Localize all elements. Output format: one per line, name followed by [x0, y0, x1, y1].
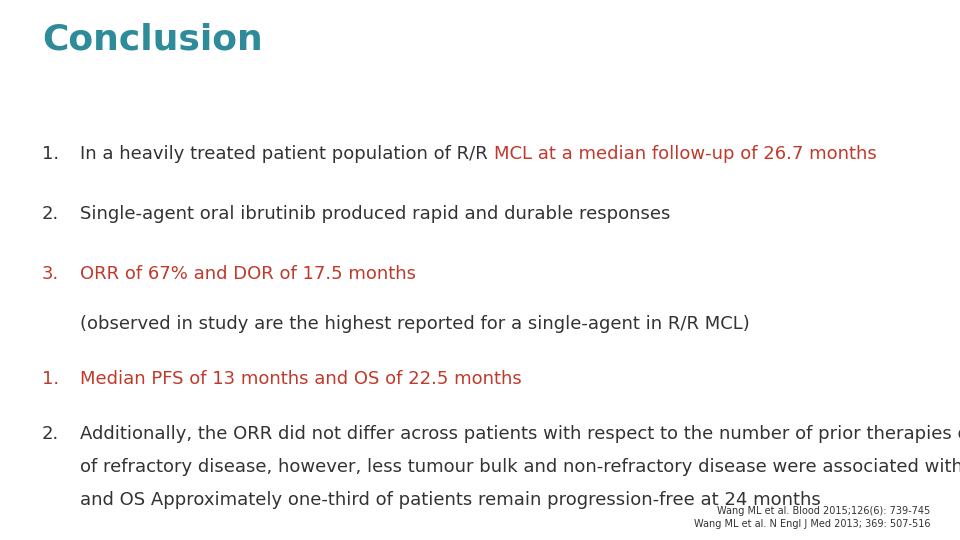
Text: Additionally, the ORR did not differ across patients with respect to the number : Additionally, the ORR did not differ acr…	[80, 425, 960, 443]
Text: In a heavily treated patient population of R/R: In a heavily treated patient population …	[80, 145, 493, 163]
Text: 1.: 1.	[42, 145, 60, 163]
Text: Wang ML et al. N Engl J Med 2013; 369: 507-516: Wang ML et al. N Engl J Med 2013; 369: 5…	[693, 519, 930, 529]
Text: 2.: 2.	[42, 205, 60, 223]
Text: Conclusion: Conclusion	[42, 22, 263, 56]
Text: MCL at a median follow-up of 26.7 months: MCL at a median follow-up of 26.7 months	[493, 145, 876, 163]
Text: (observed in study are the highest reported for a single-agent in R/R MCL): (observed in study are the highest repor…	[80, 315, 750, 333]
Text: Single-agent oral ibrutinib produced rapid and durable responses: Single-agent oral ibrutinib produced rap…	[80, 205, 670, 223]
Text: 3.: 3.	[42, 265, 60, 283]
Text: 1.: 1.	[42, 370, 60, 388]
Text: 2.: 2.	[42, 425, 60, 443]
Text: Median PFS of 13 months and OS of 22.5 months: Median PFS of 13 months and OS of 22.5 m…	[80, 370, 521, 388]
Text: Wang ML et al. Blood 2015;126(6): 739-745: Wang ML et al. Blood 2015;126(6): 739-74…	[717, 506, 930, 516]
Text: of refractory disease, however, less tumour bulk and non-refractory disease were: of refractory disease, however, less tum…	[80, 458, 960, 476]
Text: ORR of 67% and DOR of 17.5 months: ORR of 67% and DOR of 17.5 months	[80, 265, 416, 283]
Text: and OS Approximately one-third of patients remain progression-free at 24 months: and OS Approximately one-third of patien…	[80, 491, 821, 509]
